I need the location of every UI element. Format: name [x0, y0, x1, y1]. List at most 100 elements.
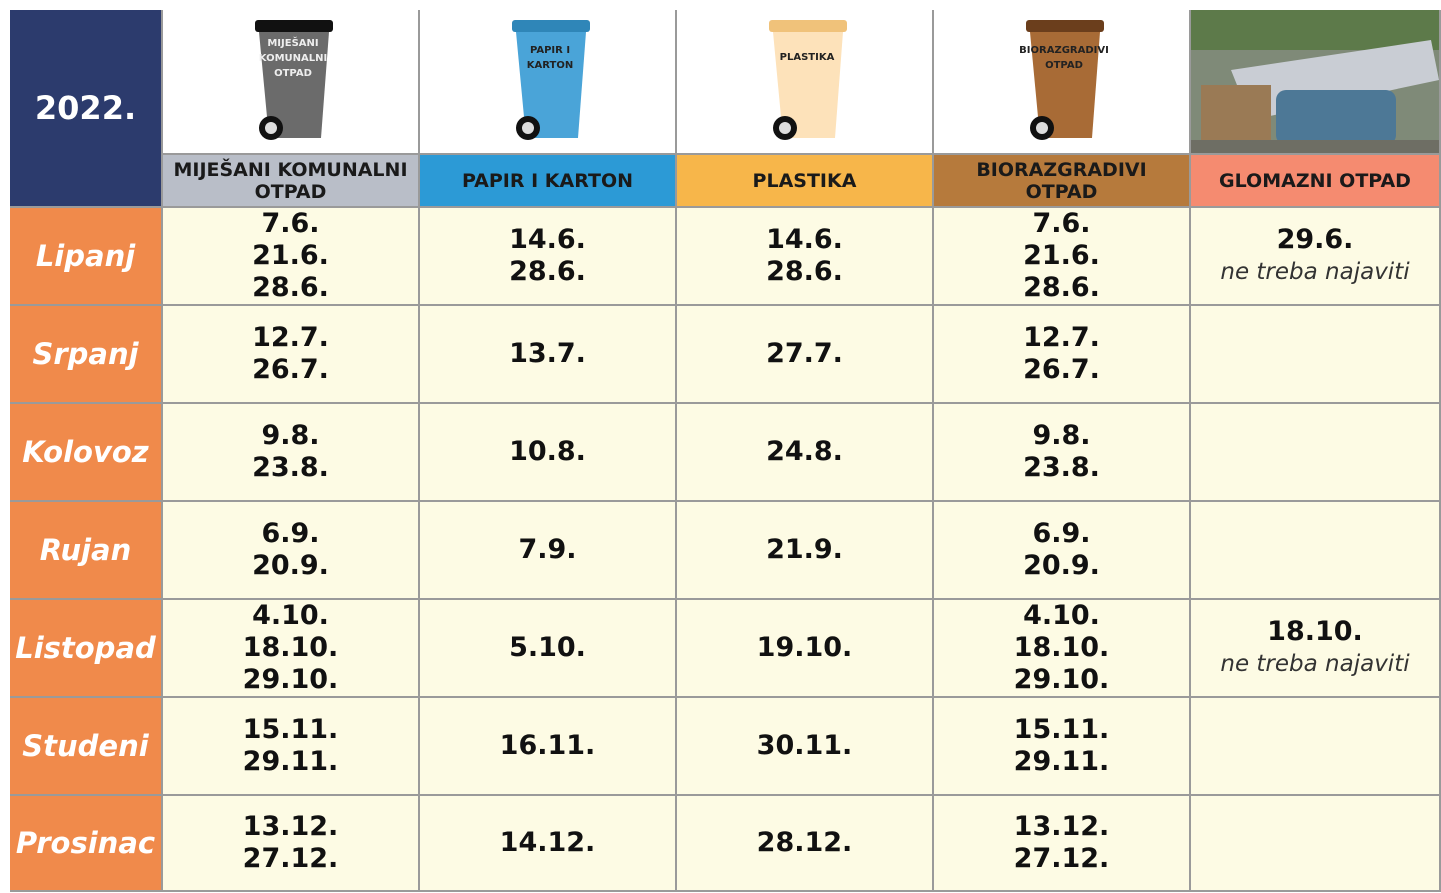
- month: Kolovoz: [10, 404, 163, 502]
- date: 18.10.: [1014, 632, 1110, 664]
- date-cell: 10.8.: [420, 404, 677, 502]
- column-title: MIJEŠANI KOMUNALNI OTPAD: [163, 155, 420, 208]
- column-title: GLOMAZNI OTPAD: [1191, 155, 1441, 208]
- photo: [1191, 10, 1441, 155]
- date: 27.7.: [766, 338, 843, 370]
- date: 23.8.: [252, 452, 329, 484]
- bin-icon: PLASTIKA: [677, 10, 934, 155]
- date: 9.8.: [1032, 420, 1090, 452]
- date-cell: 30.11.: [677, 698, 934, 796]
- date-cell: 13.12.27.12.: [934, 796, 1191, 892]
- date: 12.7.: [1023, 322, 1100, 354]
- date-cell: [1191, 698, 1441, 796]
- date: 29.11.: [1014, 746, 1110, 778]
- date-cell: 28.12.: [677, 796, 934, 892]
- date: 28.12.: [757, 827, 853, 859]
- date-cell: 16.11.: [420, 698, 677, 796]
- date: 13.7.: [509, 338, 586, 370]
- page: 2022. MIJEŠANI KOMUNALNI OTPAD PAPIR IKARTO…: [0, 0, 1441, 893]
- date-cell: [1191, 796, 1441, 892]
- date-cell: 27.7.: [677, 306, 934, 404]
- date-cell: [1191, 306, 1441, 404]
- date-cell: 7.6.21.6.28.6.: [163, 208, 420, 306]
- column-title: BIORAZGRADIVI OTPAD: [934, 155, 1191, 208]
- date: 7.9.: [518, 534, 576, 566]
- date: 15.11.: [1014, 714, 1110, 746]
- date: 28.6.: [1023, 272, 1100, 304]
- date: 20.9.: [1023, 550, 1100, 582]
- bin-wheel: [779, 122, 791, 134]
- date-cell: 12.7.26.7.: [934, 306, 1191, 404]
- date-cell: 18.10.ne treba najaviti: [1191, 600, 1441, 698]
- date-cell: 4.10.18.10.29.10.: [163, 600, 420, 698]
- date: 6.9.: [261, 518, 319, 550]
- bin-icon: MIJEŠANI KOMUNALNI OTPAD: [163, 10, 420, 155]
- icon: PLASTIKA: [745, 10, 865, 153]
- date: 4.10.: [252, 600, 329, 632]
- date: 18.10.: [1267, 616, 1363, 648]
- month: Prosinac: [10, 796, 163, 892]
- date: 21.6.: [252, 240, 329, 272]
- note: ne treba najaviti: [1220, 256, 1409, 288]
- date: 28.6.: [509, 256, 586, 288]
- bin-label: MIJEŠANI: [267, 36, 318, 49]
- date-cell: 14.6.28.6.: [677, 208, 934, 306]
- date-cell: [1191, 404, 1441, 502]
- date: 26.7.: [252, 354, 329, 386]
- icon: PAPIR IKARTON: [488, 10, 608, 153]
- column-title: PAPIR I KARTON: [420, 155, 677, 208]
- date-cell: 14.6.28.6.: [420, 208, 677, 306]
- date-cell: 15.11.29.11.: [163, 698, 420, 796]
- date-cell: 6.9.20.9.: [934, 502, 1191, 600]
- date-cell: 4.10.18.10.29.10.: [934, 600, 1191, 698]
- date: 4.10.: [1023, 600, 1100, 632]
- date: 28.6.: [252, 272, 329, 304]
- bin-label: BIORAZGRADIVI: [1019, 45, 1109, 56]
- icon: MIJEŠANI KOMUNALNI OTPAD: [231, 10, 351, 153]
- date-cell: 14.12.: [420, 796, 677, 892]
- date: 12.7.: [252, 322, 329, 354]
- photo-trees: [1191, 10, 1439, 50]
- date: 26.7.: [1023, 354, 1100, 386]
- date: 7.6.: [1032, 208, 1090, 240]
- bin-lid: [255, 20, 333, 32]
- date: 29.10.: [1014, 664, 1110, 696]
- column-title: PLASTIKA: [677, 155, 934, 208]
- bin-label: KOMUNALNI: [258, 53, 326, 64]
- date: 14.6.: [766, 224, 843, 256]
- date-cell: 12.7.26.7.: [163, 306, 420, 404]
- year: 2022.: [10, 10, 163, 208]
- date-cell: 7.6.21.6.28.6.: [934, 208, 1191, 306]
- date: 16.11.: [500, 730, 596, 762]
- date: 13.12.: [1014, 811, 1110, 843]
- bin-label: OTPAD: [274, 68, 312, 79]
- bin-label: KARTON: [526, 60, 572, 71]
- ground: [1191, 140, 1439, 153]
- month: Srpanj: [10, 306, 163, 404]
- month: Lipanj: [10, 208, 163, 306]
- date-cell: [1191, 502, 1441, 600]
- date: 9.8.: [261, 420, 319, 452]
- date: 29.6.: [1277, 224, 1354, 256]
- bin-wheel: [522, 122, 534, 134]
- date-cell: 7.9.: [420, 502, 677, 600]
- month: Rujan: [10, 502, 163, 600]
- date: 10.8.: [509, 436, 586, 468]
- date-cell: 13.7.: [420, 306, 677, 404]
- date: 23.8.: [1023, 452, 1100, 484]
- bin-label: PLASTIKA: [779, 52, 834, 63]
- bin-lid: [769, 20, 847, 32]
- date-cell: 19.10.: [677, 600, 934, 698]
- bin-lid: [1026, 20, 1104, 32]
- date: 7.6.: [261, 208, 319, 240]
- date: 29.10.: [243, 664, 339, 696]
- date-cell: 6.9.20.9.: [163, 502, 420, 600]
- date: 5.10.: [509, 632, 586, 664]
- month: Studeni: [10, 698, 163, 796]
- date: 14.12.: [500, 827, 596, 859]
- date: 28.6.: [766, 256, 843, 288]
- icon: [1191, 10, 1439, 153]
